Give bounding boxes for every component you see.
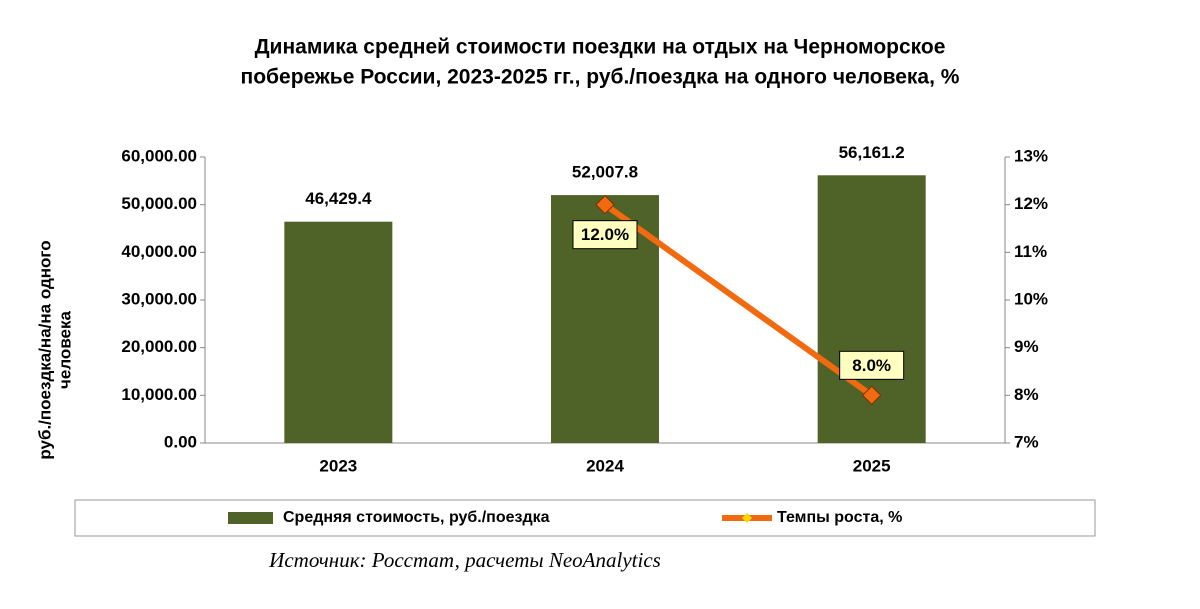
y-axis-label: человека: [55, 310, 74, 388]
data-label-box: [839, 350, 905, 380]
bar: [284, 221, 393, 443]
legend-swatch: [228, 512, 273, 524]
data-label: 8.0%: [852, 356, 891, 375]
data-label-box: [572, 220, 638, 250]
y2-tick-label: 7%: [1014, 432, 1039, 451]
y-axis-label: руб./поездка/на/на одного: [35, 240, 54, 459]
y2-tick-label: 10%: [1014, 289, 1048, 308]
y-tick-label: 30,000.00: [121, 289, 197, 308]
y2-tick-label: 12%: [1014, 194, 1048, 213]
source: Источник: Росстат, расчеты NeoAnalytics: [268, 548, 661, 572]
data-label: 46,429.4: [305, 189, 372, 208]
data-label: 52,007.8: [572, 163, 638, 182]
y-tick-label: 10,000.00: [121, 385, 197, 404]
y2-tick-label: 13%: [1014, 146, 1048, 165]
y-tick-label: 0.00: [164, 432, 197, 451]
y-tick-label: 40,000.00: [121, 242, 197, 261]
y2-tick-label: 11%: [1014, 242, 1047, 261]
y-tick-label: 50,000.00: [121, 194, 197, 213]
y-tick-label: 60,000.00: [121, 146, 197, 165]
legend-label: Темпы роста, %: [777, 509, 902, 526]
marker: [595, 194, 615, 215]
chart-title: Динамика средней стоимости поездки на от…: [255, 36, 946, 59]
x-tick-label: 2025: [853, 456, 891, 475]
chart-title: побережье России, 2023-2025 гг., руб./по…: [241, 66, 960, 89]
legend-label: Средняя стоимость, руб./поездка: [283, 509, 550, 526]
marker: [861, 385, 882, 406]
line: [603, 202, 874, 398]
data-label: 12.0%: [581, 225, 629, 244]
y-tick-label: 20,000.00: [121, 337, 197, 356]
x-tick-label: 2023: [319, 456, 357, 475]
data-label: 56,161.2: [839, 143, 905, 162]
y2-tick-label: 9%: [1014, 337, 1039, 356]
y2-tick-label: 8%: [1014, 385, 1039, 404]
x-tick-label: 2024: [586, 456, 624, 475]
legend-swatch: [742, 513, 752, 523]
